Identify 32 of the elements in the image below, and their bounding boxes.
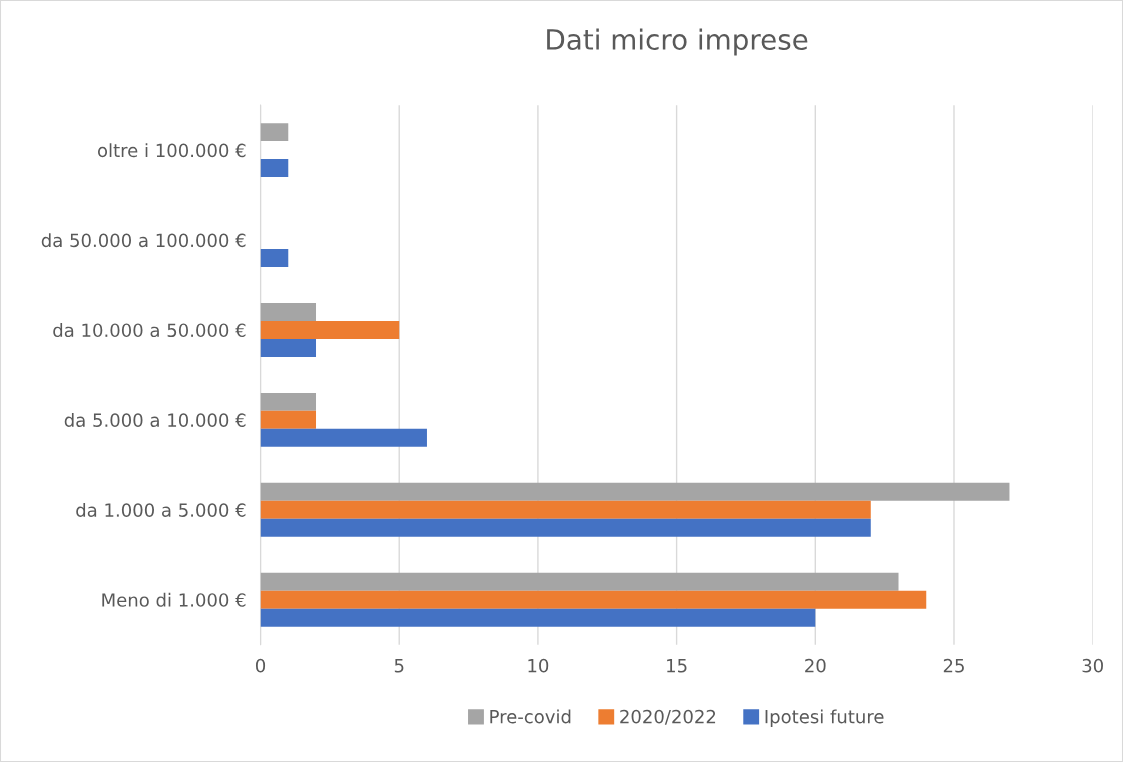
y-tick-label: Meno di 1.000 € xyxy=(102,592,246,607)
x-tick-label: 30 xyxy=(1082,658,1103,673)
legend-label: 2020/2022 xyxy=(620,709,716,725)
bar xyxy=(260,500,871,519)
x-tick-label: 20 xyxy=(805,658,826,673)
bar xyxy=(260,608,816,627)
legend-label: Pre-covid xyxy=(490,709,571,724)
y-tick-label: da 5.000 a 10.000 € xyxy=(64,413,246,427)
bar xyxy=(260,159,289,178)
x-tick-label: 15 xyxy=(667,659,687,673)
x-tick-label: 10 xyxy=(528,658,549,673)
bar xyxy=(260,572,899,591)
bar xyxy=(260,392,317,411)
bar xyxy=(260,320,400,339)
bar xyxy=(260,428,427,447)
bar xyxy=(260,518,871,537)
bar xyxy=(260,590,927,609)
y-tick-label: da 50.000 a 100.000 € xyxy=(41,233,246,248)
chart-title: Dati micro imprese xyxy=(547,28,808,56)
x-tick-label: 0 xyxy=(255,658,266,673)
bar xyxy=(260,410,317,429)
y-tick-label: oltre i 100.000 € xyxy=(97,143,246,158)
bar xyxy=(260,482,1010,501)
legend-label: Ipotesi future xyxy=(765,709,884,727)
y-tick-label: da 10.000 a 50.000 € xyxy=(53,323,246,338)
bar xyxy=(260,302,317,321)
bar xyxy=(260,338,317,357)
x-tick-label: 5 xyxy=(394,659,404,673)
bar xyxy=(260,123,289,142)
bar xyxy=(260,249,289,267)
x-tick-label: 25 xyxy=(943,658,964,673)
y-tick-label: da 1.000 a 5.000 € xyxy=(76,502,246,517)
